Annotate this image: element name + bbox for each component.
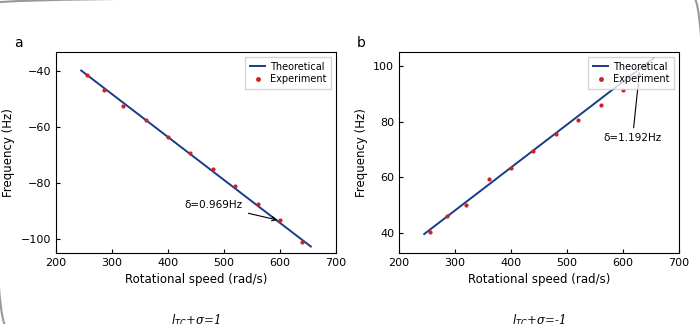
Experiment <box>186 151 195 155</box>
Theoretical <box>78 69 86 73</box>
Theoretical <box>556 127 565 131</box>
Experiment <box>298 240 307 244</box>
Text: $\mathit{l}_{TC}$+σ=-1: $\mathit{l}_{TC}$+σ=-1 <box>512 313 566 324</box>
Experiment <box>276 218 284 222</box>
Experiment <box>462 203 470 207</box>
Legend: Theoretical, Experiment: Theoretical, Experiment <box>246 57 331 89</box>
Experiment <box>552 132 560 136</box>
Y-axis label: Frequency (Hz): Frequency (Hz) <box>2 108 15 197</box>
Experiment <box>231 184 239 188</box>
Theoretical <box>218 176 226 180</box>
Text: b: b <box>357 36 366 50</box>
Line: Theoretical: Theoretical <box>424 58 654 234</box>
Experiment <box>119 104 127 108</box>
Theoretical <box>214 173 222 177</box>
Text: δ=0.969Hz: δ=0.969Hz <box>185 200 276 221</box>
Theoretical <box>650 56 658 60</box>
Experiment <box>529 149 538 153</box>
Theoretical <box>270 217 279 221</box>
Experiment <box>83 73 91 77</box>
Experiment <box>426 230 434 234</box>
Theoretical <box>613 84 622 88</box>
Text: $\mathit{l}_{TC}$+σ=1: $\mathit{l}_{TC}$+σ=1 <box>172 313 220 324</box>
Theoretical <box>628 73 636 76</box>
Legend: Theoretical, Experiment: Theoretical, Experiment <box>589 57 674 89</box>
Experiment <box>507 166 515 169</box>
Experiment <box>619 87 627 91</box>
Line: Experiment: Experiment <box>85 73 304 244</box>
Experiment <box>253 202 262 206</box>
Text: δ=1.192Hz: δ=1.192Hz <box>603 73 662 143</box>
Experiment <box>164 135 172 139</box>
Theoretical <box>213 173 221 177</box>
X-axis label: Rotational speed (rad/s): Rotational speed (rad/s) <box>125 273 267 286</box>
Experiment <box>99 87 108 91</box>
Theoretical <box>285 228 293 232</box>
Theoretical <box>420 232 428 236</box>
Experiment <box>141 118 150 122</box>
Theoretical <box>77 69 85 73</box>
Line: Theoretical: Theoretical <box>81 71 311 247</box>
Experiment <box>641 65 650 69</box>
Experiment <box>484 177 493 181</box>
Experiment <box>596 103 605 107</box>
Theoretical <box>561 124 569 128</box>
Experiment <box>574 118 582 122</box>
Text: a: a <box>14 36 22 50</box>
Experiment <box>209 167 217 171</box>
Line: Experiment: Experiment <box>428 65 648 234</box>
Theoretical <box>307 245 315 249</box>
Y-axis label: Frequency (Hz): Frequency (Hz) <box>355 108 368 197</box>
Theoretical <box>421 232 429 236</box>
X-axis label: Rotational speed (rad/s): Rotational speed (rad/s) <box>468 273 610 286</box>
Theoretical <box>556 128 564 132</box>
Experiment <box>442 214 451 218</box>
